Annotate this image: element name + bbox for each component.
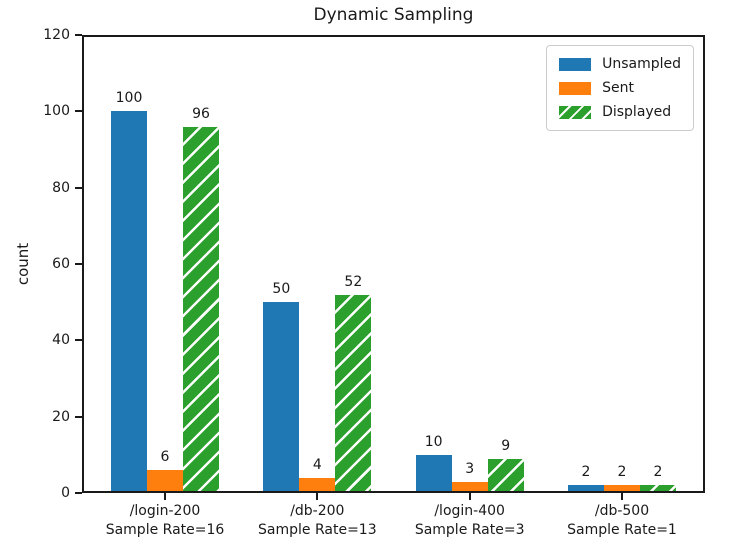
bar-unsampled-db-500 (568, 485, 604, 493)
y-tick-label: 40 (52, 332, 70, 349)
y-tick-label: 120 (43, 27, 70, 43)
y-tick-label: 20 (52, 408, 70, 425)
bar-sent-login-400 (451, 482, 488, 493)
y-tick-mark (75, 186, 82, 189)
legend-label: Sent (602, 80, 634, 96)
bar-displayed-db-200 (335, 295, 372, 493)
bar-unsampled-db-200 (263, 302, 300, 493)
x-tick-label-login-400: /login-400 Sample Rate=3 (380, 502, 560, 540)
category-label: /login-200 (129, 503, 201, 519)
bar-value-label: 2 (653, 464, 663, 480)
bar-sent-db-500 (604, 485, 640, 493)
x-tick-label-db-200: /db-200 Sample Rate=13 (227, 502, 407, 540)
y-tick-mark (75, 34, 82, 36)
plot-area: Unsampled Sent Displayed (82, 35, 705, 493)
y-tick-label: 100 (43, 103, 70, 120)
x-tick-mark (164, 493, 166, 500)
x-tick-label-db-500: /db-500 Sample Rate=1 (532, 502, 712, 540)
bar-value-label: 50 (272, 281, 291, 297)
legend-swatch-displayed (559, 105, 592, 119)
y-tick-mark (75, 263, 82, 265)
y-tick-mark (75, 492, 82, 494)
bar-displayed-login-400 (487, 459, 524, 493)
bar-value-label: 10 (424, 434, 443, 450)
bar-unsampled-login-400 (415, 455, 452, 493)
y-tick-mark (75, 415, 82, 418)
category-sublabel: Sample Rate=3 (414, 522, 525, 538)
chart-title: Dynamic Sampling (313, 5, 474, 25)
legend-swatch-sent (559, 81, 592, 95)
y-tick-label: 60 (52, 256, 70, 272)
bar-sent-db-200 (299, 478, 336, 493)
bar-value-label: 6 (160, 449, 170, 465)
legend-item-displayed: Displayed (559, 104, 681, 120)
x-tick-mark (468, 493, 471, 500)
bar-value-label: 100 (115, 90, 143, 106)
category-label: /login-400 (434, 503, 505, 519)
bar-value-label: 2 (617, 464, 627, 480)
category-label: /db-200 (290, 503, 345, 519)
bar-value-label: 96 (192, 106, 210, 122)
y-tick-mark (75, 110, 82, 113)
category-sublabel: Sample Rate=13 (258, 522, 377, 538)
legend-label: Displayed (602, 104, 672, 120)
category-label: /db-500 (594, 503, 650, 519)
legend-item-sent: Sent (559, 80, 681, 96)
bar-value-label: 52 (344, 274, 363, 290)
legend-item-unsampled: Unsampled (559, 56, 681, 72)
bar-value-label: 2 (581, 464, 591, 480)
x-tick-mark (621, 493, 623, 500)
legend-label: Unsampled (602, 56, 681, 72)
bar-sent-login-200 (147, 470, 183, 493)
x-tick-mark (316, 493, 319, 500)
bar-value-label: 3 (465, 461, 475, 477)
category-sublabel: Sample Rate=16 (105, 522, 225, 538)
bar-value-label: 9 (501, 438, 511, 454)
y-tick-label: 0 (61, 485, 70, 501)
x-tick-label-login-200: /login-200 Sample Rate=16 (75, 502, 255, 540)
legend-swatch-unsampled (559, 57, 592, 71)
y-tick-mark (75, 339, 82, 342)
bar-value-label: 4 (312, 457, 322, 473)
bar-unsampled-login-200 (111, 111, 147, 493)
bar-displayed-login-200 (183, 127, 219, 493)
bar-displayed-db-500 (640, 485, 676, 493)
category-sublabel: Sample Rate=1 (567, 522, 677, 538)
y-tick-label: 80 (52, 179, 70, 196)
legend: Unsampled Sent Displayed (546, 45, 694, 131)
